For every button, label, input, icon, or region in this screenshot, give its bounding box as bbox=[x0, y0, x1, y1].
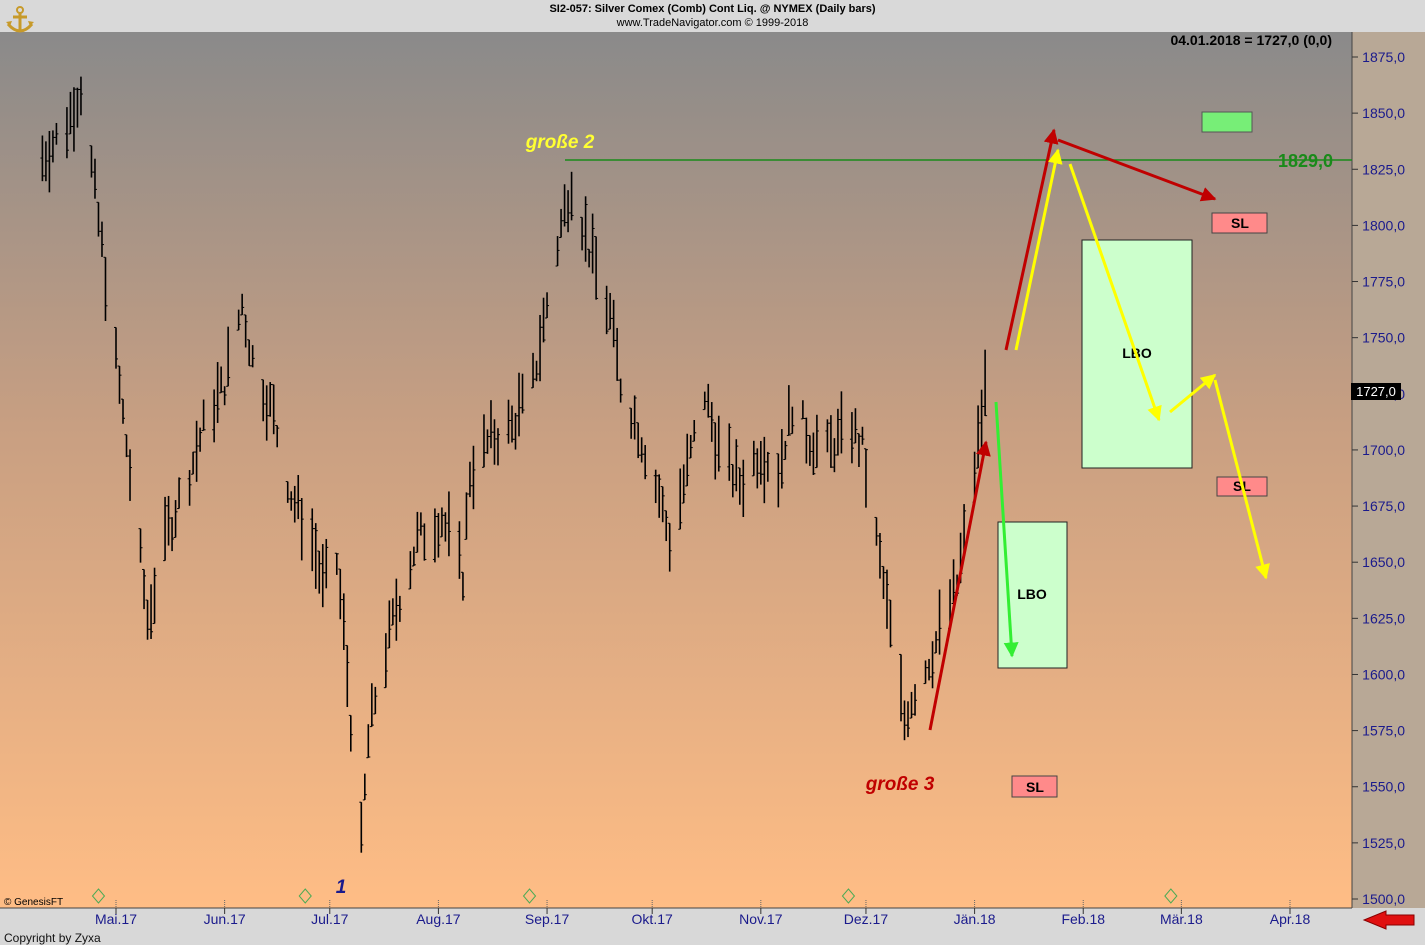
green-arrow-down bbox=[994, 401, 1019, 658]
sl-box-3 bbox=[1011, 775, 1058, 798]
provider-label: © GenesisFT bbox=[4, 897, 63, 908]
yellow-arrow-down-2 bbox=[1213, 379, 1270, 580]
anchor-logo-icon bbox=[6, 6, 34, 33]
y-axis-panel bbox=[1352, 32, 1425, 908]
roll-marker-icon bbox=[522, 888, 537, 904]
y-tick-label: 1750,0 bbox=[1362, 330, 1405, 346]
y-tick-label: 1800,0 bbox=[1362, 217, 1405, 233]
x-tick-label: Mär.18 bbox=[1160, 911, 1203, 927]
y-tick-label: 1525,0 bbox=[1362, 835, 1405, 851]
y-tick-label: 1650,0 bbox=[1362, 554, 1405, 570]
chart-subtitle: www.TradeNavigator.com © 1999-2018 bbox=[616, 17, 809, 29]
sl-box-1 bbox=[1211, 212, 1268, 234]
wave-label-1: 1 bbox=[336, 877, 347, 898]
lbo-box-1-label: LBO bbox=[1017, 586, 1047, 602]
x-tick-label: Sep.17 bbox=[525, 911, 570, 927]
current-price-badge bbox=[1351, 383, 1401, 400]
current-price-badge-text: 1727,0 bbox=[1356, 384, 1396, 399]
roll-marker-icon bbox=[298, 888, 312, 904]
y-tick-label: 1600,0 bbox=[1362, 666, 1405, 682]
target-marker-box bbox=[1201, 111, 1253, 133]
price-readout: 04.01.2018 = 1727,0 (0,0) bbox=[1170, 32, 1332, 48]
y-tick-label: 1775,0 bbox=[1362, 274, 1405, 290]
y-tick-label: 1850,0 bbox=[1362, 105, 1405, 121]
plot-area bbox=[0, 32, 1352, 908]
x-tick-label: Nov.17 bbox=[739, 911, 783, 927]
red-arrow-up-2 bbox=[1004, 128, 1059, 351]
x-tick-label: Aug.17 bbox=[416, 911, 461, 927]
y-tick-label: 1825,0 bbox=[1362, 161, 1405, 177]
y-axis: 1875,01850,01825,01800,01775,01750,01725… bbox=[1352, 49, 1405, 907]
y-tick-label: 1550,0 bbox=[1362, 779, 1405, 795]
roll-markers bbox=[91, 888, 1178, 904]
red-arrow-down bbox=[1057, 138, 1217, 202]
copyright-label: Copyright by Zyxa bbox=[4, 931, 101, 945]
y-tick-label: 1700,0 bbox=[1362, 442, 1405, 458]
yellow-arrow-up bbox=[1169, 373, 1217, 414]
y-tick-label: 1625,0 bbox=[1362, 610, 1405, 626]
x-tick-label: Jän.18 bbox=[954, 911, 996, 927]
x-tick-label: Feb.18 bbox=[1061, 911, 1105, 927]
y-tick-label: 1500,0 bbox=[1362, 891, 1405, 907]
x-tick-label: Apr.18 bbox=[1270, 911, 1311, 927]
red-arrow-up-1 bbox=[928, 440, 991, 731]
roll-marker-icon bbox=[1164, 888, 1178, 904]
wave-label-grosse-2: große 2 bbox=[525, 132, 595, 153]
roll-marker-icon bbox=[91, 888, 106, 904]
x-tick-label: Jun.17 bbox=[204, 911, 246, 927]
wave-label-grosse-3: große 3 bbox=[865, 774, 935, 795]
x-tick-label: Dez.17 bbox=[844, 911, 889, 927]
x-tick-label: Jul.17 bbox=[311, 911, 349, 927]
y-tick-label: 1875,0 bbox=[1362, 49, 1405, 65]
price-bars bbox=[40, 76, 988, 853]
chart-title: SI2-057: Silver Comex (Comb) Cont Liq. @… bbox=[549, 3, 876, 15]
scroll-left-arrow-icon[interactable] bbox=[1362, 910, 1417, 930]
resistance-label: 1829,0 bbox=[1278, 151, 1333, 171]
roll-marker-icon bbox=[841, 888, 856, 904]
sl-box-3-label: SL bbox=[1026, 779, 1044, 795]
yellow-arrow-down-1 bbox=[1068, 163, 1162, 422]
y-tick-label: 1575,0 bbox=[1362, 723, 1405, 739]
x-tick-label: Okt.17 bbox=[632, 911, 673, 927]
x-axis: Mai.17 Jun.17 Jul.17 Aug.17 Sep.17 Okt.17 Nov.… bbox=[95, 900, 1310, 927]
sl-box-1-label: SL bbox=[1231, 215, 1249, 231]
y-tick-label: 1675,0 bbox=[1362, 498, 1405, 514]
x-tick-label: Mai.17 bbox=[95, 911, 137, 927]
yellow-arrow-path bbox=[1014, 148, 1063, 351]
x-axis-panel bbox=[0, 908, 1425, 945]
